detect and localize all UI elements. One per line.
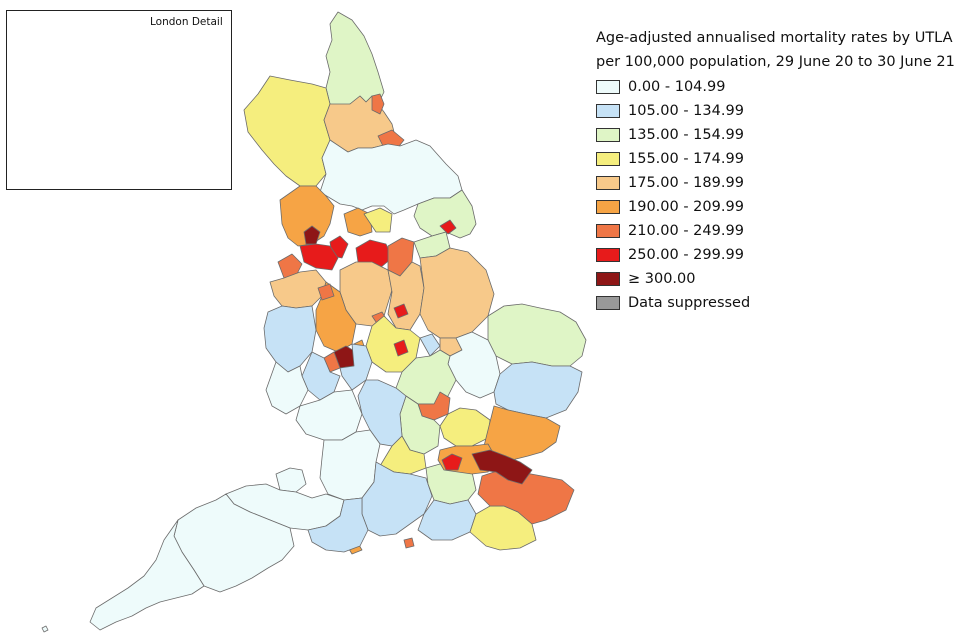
region-east-london: [471, 449, 533, 485]
region-gloucestershire: [295, 389, 363, 441]
london-inset-frame: [6, 10, 232, 190]
region-lincolnshire: [419, 247, 495, 339]
region-blackburn: [303, 225, 321, 245]
region-york: [363, 207, 393, 233]
legend-label: 190.00 - 209.99: [628, 199, 744, 215]
legend-item: 155.00 - 174.99: [596, 147, 955, 171]
region-hull: [439, 219, 457, 235]
legend-item: 210.00 - 249.99: [596, 219, 955, 243]
legend-item: 190.00 - 209.99: [596, 195, 955, 219]
legend-label: ≥ 300.00: [628, 271, 696, 287]
region-cumbria: [243, 75, 331, 187]
region-manchester: [299, 243, 339, 271]
region-west-london: [441, 453, 463, 471]
region-isles-of-scilly: [41, 625, 49, 633]
legend-title-line2: per 100,000 population, 29 June 20 to 30…: [596, 54, 955, 70]
region-bristol: [275, 467, 307, 493]
legend-label: 105.00 - 134.99: [628, 103, 744, 119]
region-cornwall: [89, 519, 205, 631]
region-hertfordshire: [439, 407, 491, 447]
legend-swatch: [596, 176, 620, 190]
legend-swatch: [596, 128, 620, 142]
legend-swatch: [596, 224, 620, 238]
legend-item: Data suppressed: [596, 291, 955, 315]
region-east-riding: [413, 189, 477, 239]
legend-swatch: [596, 248, 620, 262]
legend-label: 135.00 - 154.99: [628, 127, 744, 143]
region-nottingham: [393, 303, 409, 319]
region-herefordshire: [265, 361, 309, 415]
legend-item: 135.00 - 154.99: [596, 123, 955, 147]
legend-label: 0.00 - 104.99: [628, 79, 726, 95]
region-newcastle: [371, 93, 385, 115]
inset-title: London Detail: [150, 16, 223, 28]
legend-label: Data suppressed: [628, 295, 751, 311]
legend-item: 175.00 - 189.99: [596, 171, 955, 195]
region-portsmouth: [403, 537, 415, 549]
region-merseyside: [277, 253, 303, 279]
legend-swatch: [596, 152, 620, 166]
region-cheshire: [269, 269, 327, 309]
region-northumberland: [325, 11, 385, 109]
legend-label: 250.00 - 299.99: [628, 247, 744, 263]
region-lancashire: [279, 185, 335, 247]
legend-label: 155.00 - 174.99: [628, 151, 744, 167]
legend-swatch: [596, 296, 620, 310]
legend-swatch: [596, 80, 620, 94]
legend-swatch: [596, 104, 620, 118]
region-norfolk: [487, 303, 587, 367]
region-stoke: [317, 283, 335, 301]
legend-item: 250.00 - 299.99: [596, 243, 955, 267]
region-dorset: [307, 497, 369, 553]
legend-label: 210.00 - 249.99: [628, 223, 744, 239]
legend-list: 0.00 - 104.99 105.00 - 134.99 135.00 - 1…: [596, 75, 955, 315]
legend: Age-adjusted annualised mortality rates …: [596, 26, 955, 315]
region-shropshire: [263, 305, 317, 373]
legend-item: 105.00 - 134.99: [596, 99, 955, 123]
legend-swatch: [596, 200, 620, 214]
legend-item: ≥ 300.00: [596, 267, 955, 291]
legend-title-line1: Age-adjusted annualised mortality rates …: [596, 30, 953, 46]
region-suffolk: [493, 361, 583, 419]
legend-label: 175.00 - 189.99: [628, 175, 744, 191]
legend-swatch: [596, 272, 620, 286]
legend-item: 0.00 - 104.99: [596, 75, 955, 99]
region-leicester: [393, 339, 409, 357]
